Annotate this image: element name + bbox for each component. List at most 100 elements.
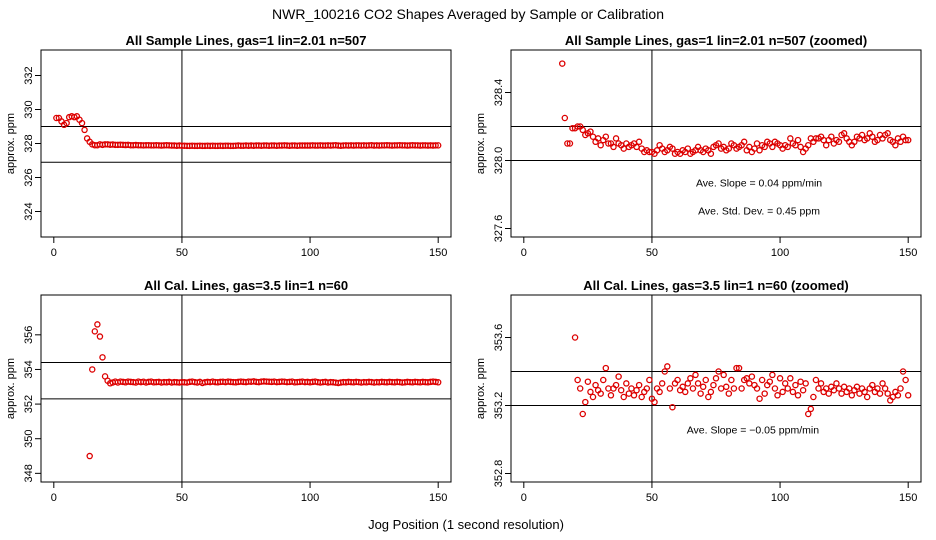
y-tick-label: 352.8 (493, 460, 505, 488)
data-point (651, 398, 658, 406)
data-point (96, 333, 104, 340)
data-point (879, 380, 886, 387)
data-point (576, 385, 584, 392)
data-point (633, 386, 640, 394)
y-tick-label: 328 (23, 134, 35, 152)
data-point (587, 388, 594, 396)
data-point (776, 375, 784, 382)
data-point (717, 385, 725, 392)
data-point (574, 123, 581, 130)
data-point (748, 373, 756, 380)
y-tick-label: 326 (23, 168, 35, 186)
y-tick-label: 330 (23, 100, 35, 118)
data-point (571, 334, 579, 341)
panel-title: All Cal. Lines, gas=3.5 lin=1 n=60 (144, 278, 348, 293)
data-point (758, 376, 766, 384)
data-point (715, 368, 722, 375)
data-point (91, 328, 99, 335)
data-point (797, 143, 804, 151)
data-point (876, 390, 884, 397)
data-point (810, 393, 817, 401)
data-point (784, 143, 792, 151)
data-point (746, 380, 753, 387)
data-point (89, 366, 96, 373)
y-axis-label: approx. ppm (475, 358, 487, 419)
data-point (692, 371, 699, 379)
x-tick-label: 0 (521, 492, 527, 504)
data-point (784, 385, 792, 392)
data-point (574, 376, 581, 384)
data-point (617, 386, 625, 394)
data-point (612, 135, 620, 142)
data-point (874, 385, 881, 392)
x-tick-label: 0 (51, 247, 57, 259)
y-tick-label: 348 (23, 464, 35, 482)
data-point (625, 390, 633, 397)
annotation: Ave. Std. Dev. = 0.45 ppm (698, 206, 820, 218)
data-point (733, 364, 740, 372)
y-tick-label: 350 (23, 430, 35, 448)
data-point (817, 380, 825, 387)
data-point (869, 133, 876, 140)
data-point (702, 376, 710, 384)
data-point (658, 380, 666, 387)
data-point (587, 128, 594, 135)
figure-title: NWR_100216 CO2 Shapes Averaged by Sample… (272, 6, 664, 22)
data-point (794, 136, 802, 144)
data-point (669, 403, 676, 411)
data-points (86, 321, 442, 460)
x-tick-label: 100 (771, 492, 789, 504)
data-point (63, 119, 70, 127)
data-point (779, 388, 786, 396)
y-tick-label: 328.4 (493, 79, 505, 107)
data-point (656, 388, 663, 396)
data-point (805, 141, 812, 149)
data-point (602, 364, 610, 372)
data-point (730, 385, 738, 392)
data-point (856, 390, 863, 397)
data-point (766, 378, 774, 385)
data-point (666, 385, 674, 392)
data-point (584, 378, 592, 385)
data-point (687, 375, 694, 382)
data-point (805, 410, 812, 418)
data-point (53, 114, 60, 122)
x-tick-label: 0 (51, 492, 57, 504)
data-point (620, 393, 628, 401)
data-point (725, 390, 733, 397)
data-points (571, 334, 912, 418)
data-point (579, 126, 587, 134)
data-point (707, 150, 715, 157)
data-point (728, 376, 735, 384)
x-tick-label: 150 (899, 492, 917, 504)
panel-4: All Cal. Lines, gas=3.5 lin=1 n=60 (zoom… (475, 278, 922, 504)
data-point (838, 390, 845, 397)
panel-title: All Sample Lines, gas=1 lin=2.01 n=507 (… (565, 33, 867, 48)
y-tick-label: 328.0 (493, 147, 505, 175)
data-point (897, 385, 904, 392)
x-tick-label: 150 (429, 492, 447, 504)
data-point (899, 368, 907, 375)
data-point (579, 410, 587, 418)
data-point (705, 393, 712, 401)
data-point (735, 364, 743, 372)
y-tick-label: 332 (23, 66, 35, 84)
data-point (840, 383, 848, 391)
y-tick-label: 356 (23, 326, 35, 344)
x-tick-label: 100 (301, 247, 319, 259)
data-point (699, 383, 707, 391)
data-point (643, 385, 651, 392)
x-tick-label: 50 (646, 247, 658, 259)
data-point (697, 390, 704, 397)
data-point (815, 385, 822, 392)
data-point (81, 126, 88, 134)
data-point (612, 381, 620, 389)
y-axis-label: approx. ppm (5, 358, 17, 419)
data-point (99, 354, 106, 361)
data-point (902, 376, 909, 384)
data-point (869, 381, 876, 389)
data-point (434, 379, 442, 386)
data-point (774, 392, 781, 399)
data-point (602, 133, 610, 140)
data-point (781, 380, 789, 387)
